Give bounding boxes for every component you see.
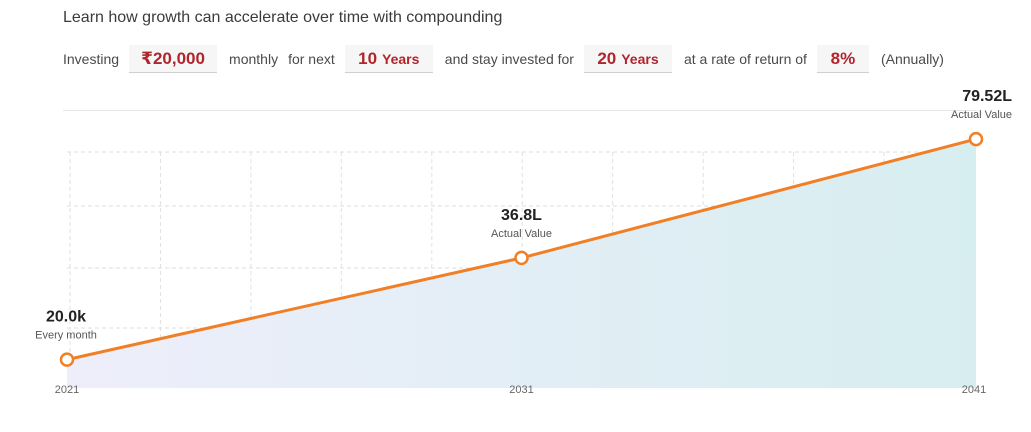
amount-field[interactable]: ₹20,000 — [129, 45, 218, 73]
invest-years-unit: Years — [382, 51, 420, 67]
point-caption-label: Actual Value — [491, 228, 552, 240]
calculator-sentence: Investing ₹20,000 monthly for next 10 Ye… — [63, 44, 954, 74]
for-next-label: for next — [288, 51, 335, 67]
stay-years-value: 20 — [597, 49, 617, 68]
annually-label: (Annually) — [880, 51, 944, 67]
investing-label: Investing — [63, 51, 120, 67]
point-value-label: 36.8L — [501, 207, 542, 224]
point-value-label: 79.52L — [962, 88, 1012, 105]
stay-invested-label: and stay invested for — [444, 51, 574, 67]
headline: Learn how growth can accelerate over tim… — [63, 9, 503, 26]
divider — [63, 110, 977, 111]
x-tick-2021: 2021 — [55, 384, 79, 396]
rate-field[interactable]: 8% — [816, 45, 869, 73]
frequency-label: monthly — [229, 51, 279, 67]
stay-years-field[interactable]: 20 Years — [583, 45, 672, 73]
point-caption-label: Actual Value — [951, 109, 1012, 121]
x-tick-2041: 2041 — [962, 384, 986, 396]
data-point — [968, 131, 984, 147]
invest-years-value: 10 — [358, 49, 378, 68]
point-caption-label: Every month — [35, 330, 97, 342]
x-tick-2031: 2031 — [509, 384, 533, 396]
amount-value: ₹20,000 — [141, 49, 205, 68]
data-point — [514, 250, 529, 266]
invest-years-field[interactable]: 10 Years — [344, 45, 433, 73]
data-point — [59, 352, 75, 367]
rate-value: 8% — [830, 49, 856, 68]
point-value-label: 20.0k — [46, 309, 86, 326]
stay-years-unit: Years — [621, 51, 659, 67]
rate-label: at a rate of return of — [683, 51, 807, 67]
